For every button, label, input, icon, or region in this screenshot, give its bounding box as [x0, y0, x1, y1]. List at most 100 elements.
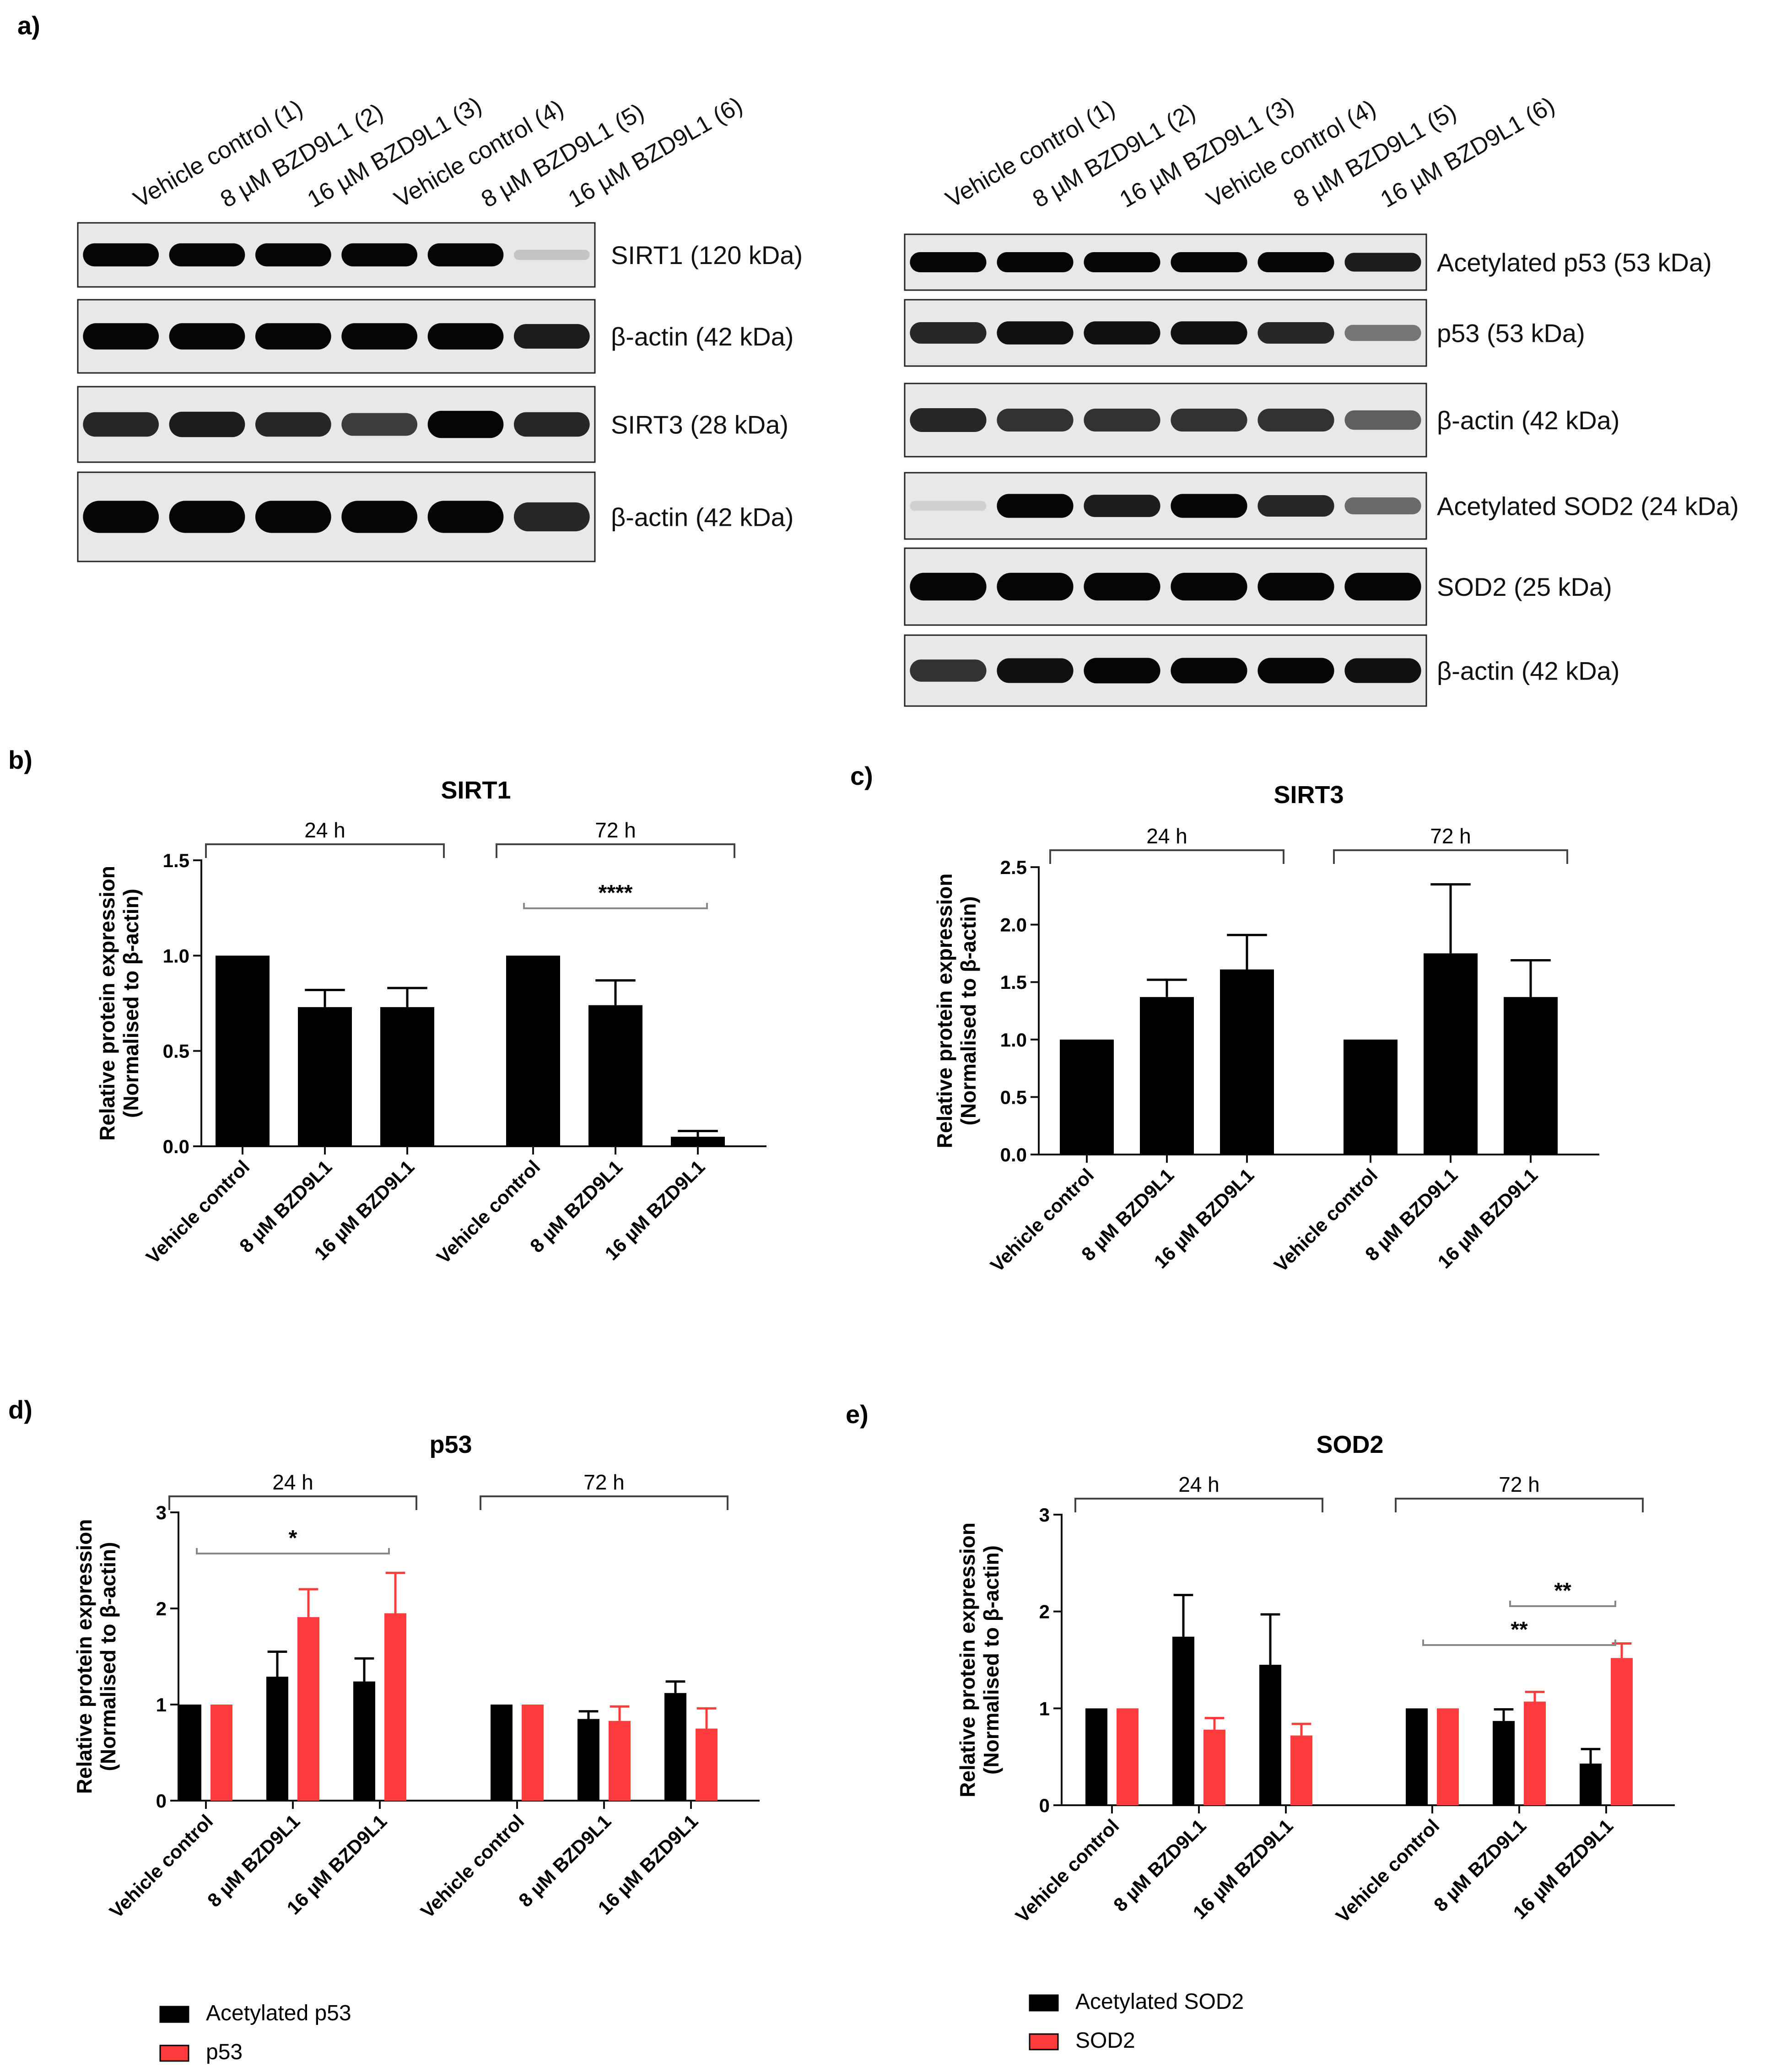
chart-d-x-tick-label: Vehicle control	[105, 1810, 217, 1922]
chart-e-x-tick-label: 8 µM BZD9L1	[1430, 1815, 1530, 1916]
legend-d-label: p53	[206, 2040, 243, 2064]
chart-c-bar	[1060, 1039, 1114, 1155]
blot-right-strip-frame	[904, 383, 1427, 458]
chart-e-bar	[1580, 1763, 1602, 1805]
chart-e-group-label: 24 h	[1178, 1473, 1220, 1496]
blot-right-band	[997, 494, 1074, 518]
blot-right-band	[1344, 324, 1421, 341]
blot-right-band	[1171, 321, 1247, 345]
chart-d-title: p53	[429, 1431, 472, 1458]
chart-c-group-label: 24 h	[1146, 824, 1187, 848]
chart-b-bar	[298, 1007, 352, 1146]
chart-d-bar	[353, 1681, 375, 1801]
chart-d-bar	[577, 1719, 599, 1801]
blot-right-strip-frame	[904, 299, 1427, 367]
chart-e-bar	[1203, 1729, 1225, 1805]
blot-left-band	[255, 501, 331, 533]
chart-e-bar	[1172, 1636, 1194, 1805]
blot-right-band	[1171, 252, 1247, 272]
chart-b-significance-line	[523, 903, 708, 909]
blot-right-strip-label: Acetylated SOD2 (24 kDa)	[1437, 492, 1739, 521]
chart-c-ylabel-2: (Normalised to β-actin)	[956, 896, 980, 1126]
chart-c-ylabel: Relative protein expression	[933, 874, 956, 1149]
chart-d-x-tick-label: 8 µM BZD9L1	[514, 1810, 615, 1911]
panel-letter-d: d)	[8, 1395, 32, 1424]
blot-right-band	[1257, 322, 1334, 344]
blot-left-band	[513, 249, 590, 260]
blot-left-band	[427, 410, 504, 438]
blot-right-band	[1084, 495, 1160, 517]
legend-d-label: Acetylated p53	[206, 2001, 351, 2025]
panel-letter-e: e)	[846, 1400, 869, 1429]
chart-d-bar	[266, 1677, 288, 1801]
chart-e-ylabel: Relative protein expression	[955, 1522, 979, 1797]
blot-right-strip-label: SOD2 (25 kDa)	[1437, 572, 1612, 601]
blot-left-band	[341, 323, 418, 350]
blot-left-band	[427, 243, 504, 267]
blot-left-strip-frame	[77, 299, 596, 374]
chart-c-y-tick-label: 2.0	[1000, 914, 1027, 936]
chart-d-group-label: 72 h	[583, 1470, 625, 1494]
chart-c-x-tick-label: Vehicle control	[986, 1164, 1098, 1276]
blot-left-band	[513, 412, 590, 437]
blot-right-band	[1257, 252, 1334, 272]
blot-right-band	[1171, 494, 1247, 518]
chart-e: SOD2 Relative protein expression (Normalis…	[955, 1431, 1675, 1927]
chart-e-x-tick-label: 8 µM BZD9L1	[1109, 1815, 1210, 1916]
blot-right-strip-frame	[904, 634, 1427, 707]
chart-d-bar	[179, 1705, 201, 1801]
blot-right-band	[997, 252, 1074, 272]
chart-d-bar	[522, 1705, 544, 1801]
blot-left-band	[513, 324, 590, 349]
blot-left-band	[255, 323, 331, 350]
blot-left-strip-frame	[77, 222, 596, 288]
chart-c-title: SIRT3	[1274, 781, 1344, 809]
chart-e-significance-line	[1509, 1601, 1616, 1607]
blot-right-band	[1344, 572, 1421, 601]
blot-left-strip-label: SIRT1 (120 kDa)	[611, 241, 803, 270]
blot-right-strip-label: β-actin (42 kDa)	[1437, 406, 1619, 435]
blot-right-band	[1344, 497, 1421, 514]
chart-d-bar	[491, 1705, 513, 1801]
blot-right-band	[910, 501, 987, 511]
legend-e-label: SOD2	[1075, 2029, 1135, 2053]
blot-left-band	[427, 501, 504, 533]
blot-left-band	[83, 501, 159, 533]
blot-right-band	[910, 572, 987, 601]
legend-d-swatch	[159, 2006, 189, 2023]
chart-c-x-tick-label: Vehicle control	[1270, 1164, 1381, 1276]
chart-b-significance-label: ****	[599, 881, 633, 905]
blot-right-band	[1084, 572, 1160, 601]
panel-letter-c: c)	[850, 761, 873, 790]
chart-d-group-bracket	[480, 1495, 729, 1510]
chart-b-x-tick-label: Vehicle control	[142, 1156, 254, 1268]
chart-e-bar	[1493, 1721, 1515, 1805]
chart-b-bar	[588, 1005, 642, 1146]
blot-left-band	[83, 243, 159, 267]
blot-right-band	[1257, 408, 1334, 432]
chart-e-bar	[1406, 1708, 1428, 1805]
chart-c-y-tick-label: 1.5	[1000, 971, 1027, 993]
chart-c-bar	[1424, 953, 1478, 1155]
chart-b-bar	[671, 1137, 725, 1146]
blot-left-band	[83, 323, 159, 350]
blot-left-strip-label: SIRT3 (28 kDa)	[611, 410, 788, 439]
blot-right-band	[1084, 408, 1160, 432]
chart-e-group-bracket	[1395, 1498, 1644, 1512]
blot-right-band	[1257, 572, 1334, 601]
chart-b-group-bracket	[205, 843, 445, 858]
chart-d-ylabel-2: (Normalised to β-actin)	[96, 1542, 120, 1771]
chart-b-ylabel-2: (Normalised to β-actin)	[119, 889, 143, 1118]
blot-right-strip-frame	[904, 472, 1427, 540]
chart-e-bar	[1437, 1708, 1459, 1805]
blot-left-band	[83, 412, 159, 437]
blot-right-strip-label: p53 (53 kDa)	[1437, 319, 1585, 348]
chart-c-y-tick-label: 2.5	[1000, 857, 1027, 878]
chart-e-bar	[1524, 1701, 1546, 1805]
chart-c-y-tick-label: 0.5	[1000, 1086, 1027, 1108]
chart-d-bar	[696, 1728, 718, 1801]
blot-right-band	[910, 408, 987, 432]
blot-right-band	[910, 322, 987, 344]
